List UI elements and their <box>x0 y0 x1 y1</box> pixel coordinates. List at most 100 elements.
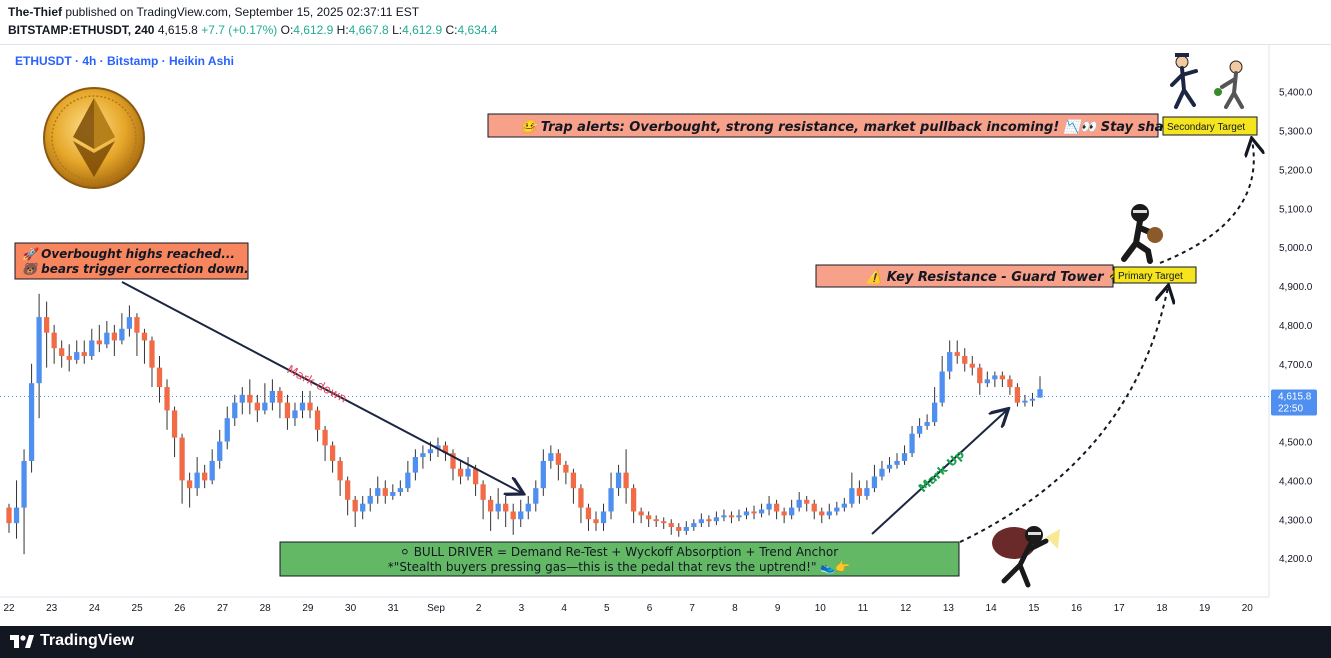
candle-up[interactable] <box>269 390 276 403</box>
candle-down[interactable] <box>134 317 140 333</box>
candle-down[interactable] <box>96 340 102 345</box>
candle-down[interactable] <box>1007 379 1013 388</box>
candle-up[interactable] <box>224 418 230 442</box>
candle-up[interactable] <box>1037 389 1043 398</box>
author-name[interactable]: The-Thief <box>8 5 62 19</box>
key-resistance-box[interactable] <box>815 264 1114 288</box>
candle-down[interactable] <box>202 472 208 481</box>
candle-down[interactable] <box>811 503 817 512</box>
candle-down[interactable] <box>646 515 652 520</box>
candle-down[interactable] <box>247 394 253 403</box>
candle-up[interactable] <box>600 511 607 524</box>
candle-up[interactable] <box>525 503 531 512</box>
candle-up[interactable] <box>435 445 441 450</box>
candle-down[interactable] <box>337 460 343 481</box>
time-axis[interactable]: 22 23 24 25 26 27 28 29 30 31 Sep 2 3 4 5 6 7 8 9 10 11 12 13 1… <box>3 603 1253 614</box>
candle-up[interactable] <box>13 507 20 524</box>
candle-down[interactable] <box>962 355 968 364</box>
candle-up[interactable] <box>495 503 501 512</box>
candle-down[interactable] <box>66 355 72 360</box>
secondary-target-badge[interactable] <box>1162 116 1258 136</box>
candle-down[interactable] <box>488 499 494 512</box>
candle-down[interactable] <box>585 507 592 520</box>
candle-down[interactable] <box>186 480 193 489</box>
candle-down[interactable] <box>630 488 637 512</box>
candle-up[interactable] <box>397 488 403 493</box>
candle-up[interactable] <box>615 472 622 489</box>
candle-up[interactable] <box>367 495 373 504</box>
candle-up[interactable] <box>698 519 704 524</box>
candle-up[interactable] <box>743 511 750 516</box>
candle-up[interactable] <box>533 488 539 504</box>
candle-up[interactable] <box>916 425 923 434</box>
candle-down[interactable] <box>345 480 351 500</box>
candle-down[interactable] <box>179 437 185 481</box>
candle-up[interactable] <box>262 402 268 411</box>
candle-up[interactable] <box>947 352 953 372</box>
candle-down[interactable] <box>6 507 12 524</box>
candle-up[interactable] <box>217 441 223 461</box>
candle-up[interactable] <box>420 453 426 458</box>
candle-up[interactable] <box>21 460 27 508</box>
tradingview-logo[interactable]: TradingView <box>10 632 134 650</box>
candle-down[interactable] <box>773 503 780 512</box>
candle-down[interactable] <box>450 453 456 469</box>
candle-down[interactable] <box>457 468 464 477</box>
candle-down[interactable] <box>661 521 667 524</box>
candle-down[interactable] <box>999 375 1006 380</box>
candle-up[interactable] <box>548 453 554 461</box>
candle-down[interactable] <box>164 387 170 411</box>
candle-down[interactable] <box>751 511 757 514</box>
candle-down[interactable] <box>156 367 163 388</box>
primary-target-badge[interactable] <box>1113 266 1197 284</box>
candle-down[interactable] <box>781 511 787 516</box>
candle-down[interactable] <box>969 363 975 368</box>
candle-up[interactable] <box>74 352 80 360</box>
candle-down[interactable] <box>141 332 148 341</box>
candle-down[interactable] <box>149 340 155 368</box>
candle-up[interactable] <box>691 523 697 528</box>
candle-up[interactable] <box>232 402 238 419</box>
candle-down[interactable] <box>1014 387 1021 403</box>
candle-up[interactable] <box>119 328 125 341</box>
candle-up[interactable] <box>984 379 990 384</box>
trap-alert-box[interactable] <box>487 113 1159 138</box>
overbought-box[interactable] <box>14 242 249 280</box>
candle-up[interactable] <box>1022 400 1028 403</box>
candle-down[interactable] <box>254 402 260 411</box>
candle-down[interactable] <box>856 488 863 496</box>
candle-up[interactable] <box>879 468 885 477</box>
price-chart[interactable]: 5,400.0 5,300.0 5,200.0 5,100.0 5,000.0 4,900… <box>0 45 1331 627</box>
candle-up[interactable] <box>901 453 908 461</box>
bull-driver-box[interactable] <box>279 541 960 577</box>
candle-up[interactable] <box>608 488 614 512</box>
candle-up[interactable] <box>360 503 366 512</box>
candle-down[interactable] <box>284 402 291 419</box>
candle-down[interactable] <box>111 332 117 341</box>
candle-down[interactable] <box>442 445 449 454</box>
candle-down[interactable] <box>81 352 87 356</box>
candle-down[interactable] <box>472 468 479 485</box>
candle-up[interactable] <box>390 492 396 496</box>
candle-down[interactable] <box>307 402 313 411</box>
candle-up[interactable] <box>766 503 772 510</box>
candle-up[interactable] <box>412 457 419 473</box>
candle-up[interactable] <box>909 433 915 454</box>
candle-up[interactable] <box>849 488 855 504</box>
candle-down[interactable] <box>382 488 388 496</box>
candle-down[interactable] <box>676 527 682 531</box>
candle-up[interactable] <box>427 449 434 454</box>
candle-up[interactable] <box>864 488 870 496</box>
candle-up[interactable] <box>104 332 110 345</box>
candle-up[interactable] <box>126 317 133 329</box>
candle-down[interactable] <box>43 317 50 333</box>
chart-area[interactable]: 5,400.0 5,300.0 5,200.0 5,100.0 5,000.0 4,900… <box>0 44 1331 626</box>
candle-down[interactable] <box>668 523 674 528</box>
candle-up[interactable] <box>36 317 42 384</box>
candle-up[interactable] <box>924 422 930 426</box>
candle-down[interactable] <box>59 348 65 356</box>
candle-down[interactable] <box>804 499 810 504</box>
candle-down[interactable] <box>277 390 283 403</box>
candle-down[interactable] <box>51 332 57 349</box>
candle-down[interactable] <box>570 472 577 489</box>
